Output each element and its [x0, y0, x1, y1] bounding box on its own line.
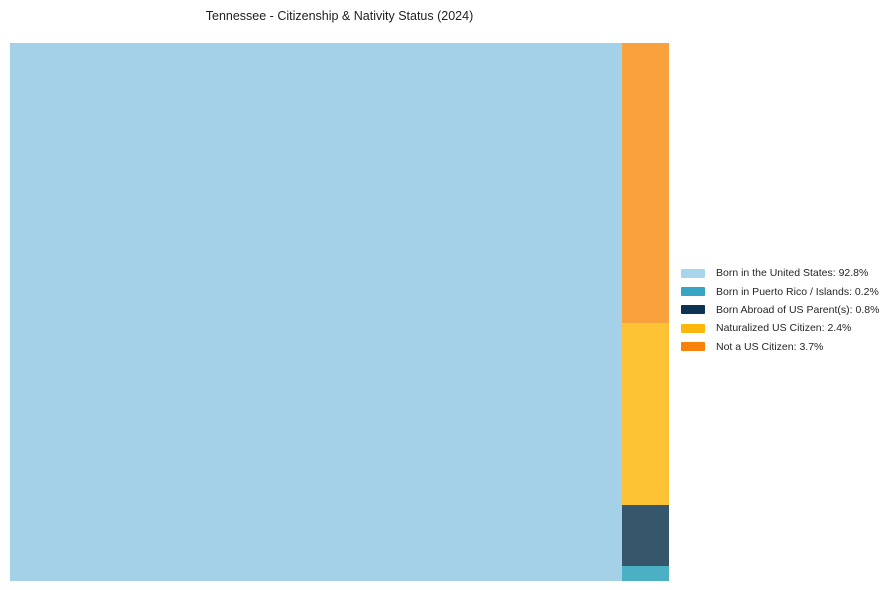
treemap-tile-not-a-us-citizen	[622, 43, 669, 324]
legend-item-naturalized-us-citizen: Naturalized US Citizen: 2.4%	[681, 319, 886, 337]
legend-item-born-in-united-states: Born in the United States: 92.8%	[681, 264, 886, 282]
legend-item-born-in-puerto-rico-islands: Born in Puerto Rico / Islands: 0.2%	[681, 282, 886, 300]
legend-label: Born Abroad of US Parent(s): 0.8%	[716, 303, 880, 316]
legend-label: Born in the United States: 92.8%	[716, 267, 869, 280]
legend-label: Not a US Citizen: 3.7%	[716, 340, 824, 353]
treemap-tile-born-abroad-of-us-parents	[622, 505, 669, 566]
legend-swatch-not-a-us-citizen	[681, 342, 705, 352]
treemap-tile-born-in-united-states	[10, 43, 623, 581]
legend-label: Born in Puerto Rico / Islands: 0.2%	[716, 285, 879, 298]
legend-item-born-abroad-of-us-parents: Born Abroad of US Parent(s): 0.8%	[681, 301, 886, 319]
legend-label: Naturalized US Citizen: 2.4%	[716, 322, 852, 335]
legend: Born in the United States: 92.8% Born in…	[681, 264, 886, 356]
legend-swatch-naturalized-us-citizen	[681, 323, 705, 333]
legend-swatch-born-in-united-states	[681, 268, 705, 278]
legend-swatch-born-in-puerto-rico-islands	[681, 287, 705, 297]
treemap-tile-born-in-puerto-rico-islands	[622, 565, 669, 581]
treemap-tile-naturalized-us-citizen	[622, 323, 669, 506]
chart-title: Tennessee - Citizenship & Nativity Statu…	[205, 9, 474, 23]
legend-swatch-born-abroad-of-us-parents	[681, 305, 705, 315]
treemap-plot	[10, 43, 669, 581]
legend-item-not-a-us-citizen: Not a US Citizen: 3.7%	[681, 338, 886, 356]
